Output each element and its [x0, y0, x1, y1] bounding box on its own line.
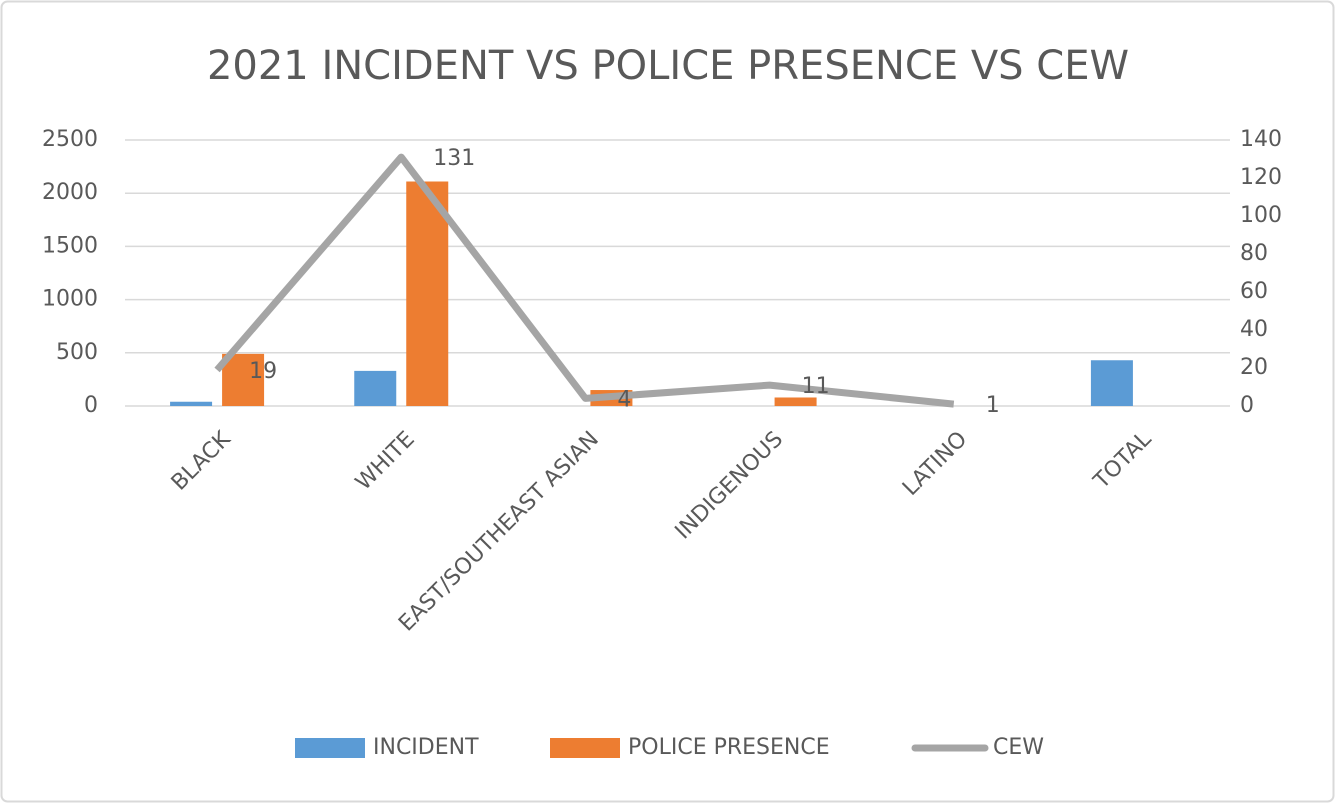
y2-tick-label: 80: [1240, 241, 1268, 266]
y2-tick-label: 20: [1240, 355, 1268, 380]
data-label: 1: [986, 393, 1000, 418]
data-label: 11: [802, 374, 830, 399]
line: [214, 153, 955, 408]
chart-title: 2021 INCIDENT VS POLICE PRESENCE VS CEW: [207, 43, 1129, 89]
y-tick-label: 1500: [42, 233, 98, 258]
y2-tick-label: 0: [1240, 393, 1254, 418]
data-label: 19: [249, 359, 277, 384]
y-tick-label: 500: [56, 340, 98, 365]
y-tick-label: 2000: [42, 180, 98, 205]
y2-tick-label: 60: [1240, 279, 1268, 304]
bar: [406, 181, 449, 406]
bar: [1090, 360, 1133, 406]
legend-label: CEW: [993, 735, 1044, 760]
y2-tick-label: 40: [1240, 317, 1268, 342]
y-tick-label: 0: [84, 393, 98, 418]
data-label: 4: [617, 387, 631, 412]
bar: [170, 401, 213, 406]
legend-label: INCIDENT: [373, 735, 479, 760]
legend-swatch: [295, 738, 365, 758]
data-label: 131: [433, 146, 475, 171]
y2-tick-label: 120: [1240, 165, 1282, 190]
bar: [354, 370, 397, 406]
bar: [774, 397, 817, 406]
y2-tick-label: 100: [1240, 203, 1282, 228]
y-tick-label: 1000: [42, 287, 98, 312]
legend-swatch: [550, 738, 620, 758]
y-tick-label: 2500: [42, 127, 98, 152]
y2-tick-label: 140: [1240, 127, 1282, 152]
legend-label: POLICE PRESENCE: [628, 735, 830, 760]
bar: [222, 353, 265, 406]
